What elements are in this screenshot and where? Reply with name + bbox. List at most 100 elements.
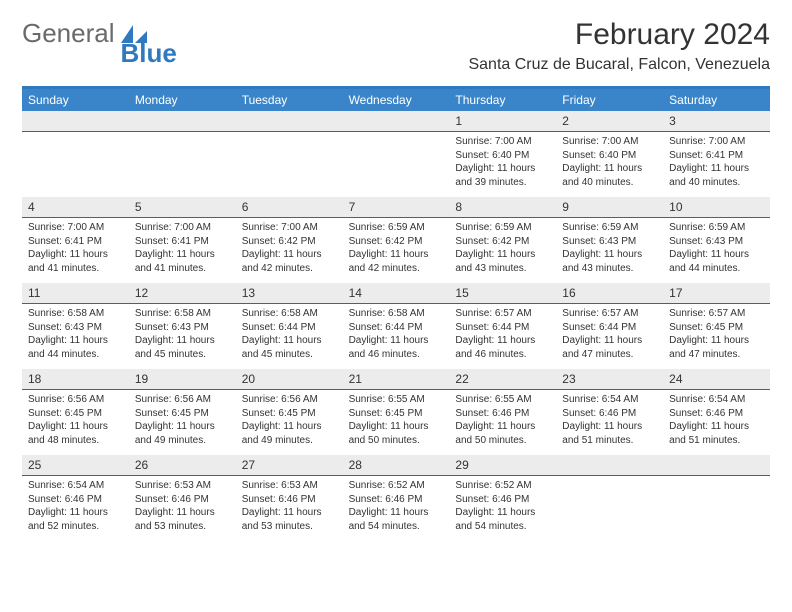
day-number: 18: [22, 369, 129, 389]
day-number: 9: [556, 197, 663, 217]
day-cell: Sunrise: 6:57 AMSunset: 6:44 PMDaylight:…: [556, 304, 663, 369]
day-cell: Sunrise: 6:54 AMSunset: 6:46 PMDaylight:…: [556, 390, 663, 455]
daylight-text: Daylight: 11 hours and 46 minutes.: [349, 334, 444, 361]
weekday-header-row: Sunday Monday Tuesday Wednesday Thursday…: [22, 89, 770, 111]
day-cell: Sunrise: 7:00 AMSunset: 6:42 PMDaylight:…: [236, 218, 343, 283]
sunset-text: Sunset: 6:43 PM: [562, 235, 657, 249]
sunset-text: Sunset: 6:42 PM: [349, 235, 444, 249]
day-number: 25: [22, 455, 129, 475]
sunrise-text: Sunrise: 6:57 AM: [562, 307, 657, 321]
daylight-text: Daylight: 11 hours and 44 minutes.: [28, 334, 123, 361]
day-cell: Sunrise: 6:55 AMSunset: 6:45 PMDaylight:…: [343, 390, 450, 455]
day-cell: Sunrise: 7:00 AMSunset: 6:40 PMDaylight:…: [449, 132, 556, 197]
day-cell: Sunrise: 6:58 AMSunset: 6:43 PMDaylight:…: [22, 304, 129, 369]
day-cell: Sunrise: 6:58 AMSunset: 6:43 PMDaylight:…: [129, 304, 236, 369]
sunrise-text: Sunrise: 7:00 AM: [242, 221, 337, 235]
sunset-text: Sunset: 6:44 PM: [242, 321, 337, 335]
day-cell: Sunrise: 6:58 AMSunset: 6:44 PMDaylight:…: [343, 304, 450, 369]
day-number: 21: [343, 369, 450, 389]
daylight-text: Daylight: 11 hours and 50 minutes.: [455, 420, 550, 447]
sunrise-text: Sunrise: 6:56 AM: [135, 393, 230, 407]
day-number: 29: [449, 455, 556, 475]
daylight-text: Daylight: 11 hours and 40 minutes.: [669, 162, 764, 189]
daylight-text: Daylight: 11 hours and 45 minutes.: [242, 334, 337, 361]
sunset-text: Sunset: 6:40 PM: [455, 149, 550, 163]
sunset-text: Sunset: 6:44 PM: [349, 321, 444, 335]
daylight-text: Daylight: 11 hours and 42 minutes.: [242, 248, 337, 275]
day-number: [343, 111, 450, 131]
sunrise-text: Sunrise: 6:54 AM: [669, 393, 764, 407]
weekday-header: Sunday: [22, 89, 129, 111]
sunrise-text: Sunrise: 6:52 AM: [349, 479, 444, 493]
day-number: 6: [236, 197, 343, 217]
daylight-text: Daylight: 11 hours and 44 minutes.: [669, 248, 764, 275]
month-title: February 2024: [468, 18, 770, 52]
calendar: Sunday Monday Tuesday Wednesday Thursday…: [22, 86, 770, 541]
day-number: 10: [663, 197, 770, 217]
day-cell: Sunrise: 6:59 AMSunset: 6:42 PMDaylight:…: [449, 218, 556, 283]
sunrise-text: Sunrise: 6:54 AM: [28, 479, 123, 493]
sunrise-text: Sunrise: 6:53 AM: [242, 479, 337, 493]
day-number: [129, 111, 236, 131]
daylight-text: Daylight: 11 hours and 46 minutes.: [455, 334, 550, 361]
daylight-text: Daylight: 11 hours and 43 minutes.: [455, 248, 550, 275]
sunrise-text: Sunrise: 6:54 AM: [562, 393, 657, 407]
day-number: 11: [22, 283, 129, 303]
daylight-text: Daylight: 11 hours and 47 minutes.: [669, 334, 764, 361]
sunset-text: Sunset: 6:43 PM: [669, 235, 764, 249]
day-cell: Sunrise: 7:00 AMSunset: 6:41 PMDaylight:…: [663, 132, 770, 197]
brand-part2: Blue: [121, 38, 177, 69]
day-cell: Sunrise: 7:00 AMSunset: 6:41 PMDaylight:…: [22, 218, 129, 283]
day-cell: Sunrise: 7:00 AMSunset: 6:41 PMDaylight:…: [129, 218, 236, 283]
sunset-text: Sunset: 6:45 PM: [242, 407, 337, 421]
sunset-text: Sunset: 6:46 PM: [135, 493, 230, 507]
title-block: February 2024 Santa Cruz de Bucaral, Fal…: [468, 18, 770, 74]
weekday-header: Wednesday: [343, 89, 450, 111]
day-number: [22, 111, 129, 131]
day-number: 8: [449, 197, 556, 217]
day-cell: Sunrise: 6:52 AMSunset: 6:46 PMDaylight:…: [343, 476, 450, 541]
daylight-text: Daylight: 11 hours and 51 minutes.: [562, 420, 657, 447]
day-cell: Sunrise: 6:57 AMSunset: 6:45 PMDaylight:…: [663, 304, 770, 369]
header: General Blue February 2024 Santa Cruz de…: [22, 18, 770, 74]
weekday-header: Monday: [129, 89, 236, 111]
sunrise-text: Sunrise: 7:00 AM: [455, 135, 550, 149]
sunrise-text: Sunrise: 6:56 AM: [242, 393, 337, 407]
day-number: 5: [129, 197, 236, 217]
daylight-text: Daylight: 11 hours and 47 minutes.: [562, 334, 657, 361]
sunrise-text: Sunrise: 7:00 AM: [28, 221, 123, 235]
sunrise-text: Sunrise: 6:57 AM: [455, 307, 550, 321]
sunrise-text: Sunrise: 6:53 AM: [135, 479, 230, 493]
sunset-text: Sunset: 6:46 PM: [562, 407, 657, 421]
daylight-text: Daylight: 11 hours and 52 minutes.: [28, 506, 123, 533]
sunset-text: Sunset: 6:45 PM: [135, 407, 230, 421]
day-cell: Sunrise: 6:52 AMSunset: 6:46 PMDaylight:…: [449, 476, 556, 541]
sunrise-text: Sunrise: 6:58 AM: [28, 307, 123, 321]
sunset-text: Sunset: 6:43 PM: [135, 321, 230, 335]
sunrise-text: Sunrise: 7:00 AM: [669, 135, 764, 149]
day-cell: Sunrise: 6:53 AMSunset: 6:46 PMDaylight:…: [129, 476, 236, 541]
day-content-row: Sunrise: 6:56 AMSunset: 6:45 PMDaylight:…: [22, 390, 770, 455]
brand-part1: General: [22, 18, 115, 49]
day-number-row: 18192021222324: [22, 369, 770, 390]
day-cell: [663, 476, 770, 541]
day-content-row: Sunrise: 6:58 AMSunset: 6:43 PMDaylight:…: [22, 304, 770, 369]
day-cell: Sunrise: 6:59 AMSunset: 6:43 PMDaylight:…: [663, 218, 770, 283]
day-content-row: Sunrise: 7:00 AMSunset: 6:41 PMDaylight:…: [22, 218, 770, 283]
sunset-text: Sunset: 6:44 PM: [562, 321, 657, 335]
day-number: 26: [129, 455, 236, 475]
day-number: 2: [556, 111, 663, 131]
daylight-text: Daylight: 11 hours and 45 minutes.: [135, 334, 230, 361]
sunset-text: Sunset: 6:46 PM: [669, 407, 764, 421]
sunset-text: Sunset: 6:45 PM: [28, 407, 123, 421]
sunset-text: Sunset: 6:46 PM: [455, 407, 550, 421]
day-cell: Sunrise: 6:53 AMSunset: 6:46 PMDaylight:…: [236, 476, 343, 541]
sunrise-text: Sunrise: 6:59 AM: [669, 221, 764, 235]
sunset-text: Sunset: 6:42 PM: [455, 235, 550, 249]
sunrise-text: Sunrise: 7:00 AM: [135, 221, 230, 235]
day-number: 1: [449, 111, 556, 131]
weekday-header: Saturday: [663, 89, 770, 111]
day-cell: [129, 132, 236, 197]
day-number: 4: [22, 197, 129, 217]
weekday-header: Thursday: [449, 89, 556, 111]
